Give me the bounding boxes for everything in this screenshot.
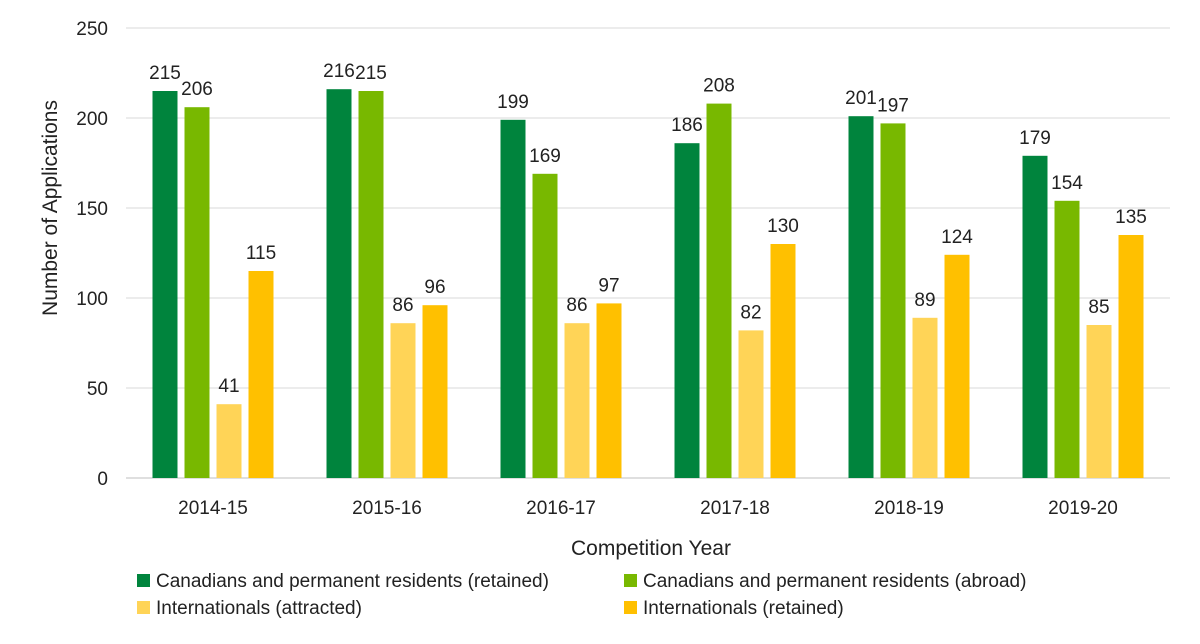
x-tick-label: 2015-16 xyxy=(352,498,422,519)
y-tick-label: 50 xyxy=(87,379,108,400)
x-tick-label: 2018-19 xyxy=(874,498,944,519)
x-axis-title: Competition Year xyxy=(571,537,731,560)
bar xyxy=(674,143,700,478)
y-tick-label: 150 xyxy=(76,199,108,220)
data-label: 199 xyxy=(497,92,529,113)
bar xyxy=(326,89,352,478)
bar xyxy=(706,103,732,478)
data-label: 86 xyxy=(566,295,587,316)
bar xyxy=(358,91,384,478)
data-label: 41 xyxy=(218,376,239,397)
x-tick-label: 2016-17 xyxy=(526,498,596,519)
bar xyxy=(248,271,274,478)
data-label: 130 xyxy=(767,216,799,237)
data-label: 82 xyxy=(740,302,761,323)
legend-label: Internationals (retained) xyxy=(643,598,844,619)
bar xyxy=(848,116,874,478)
data-label: 215 xyxy=(355,63,387,84)
x-tick-label: 2014-15 xyxy=(178,498,248,519)
legend: Canadians and permanent residents (retai… xyxy=(137,571,1026,619)
data-label: 179 xyxy=(1019,128,1051,149)
data-label: 135 xyxy=(1115,207,1147,228)
legend-swatch xyxy=(137,574,150,587)
data-label: 115 xyxy=(246,243,276,264)
bar xyxy=(500,119,526,479)
data-label: 216 xyxy=(323,61,355,82)
y-tick-label: 0 xyxy=(97,469,108,490)
bar xyxy=(184,107,210,478)
bar xyxy=(216,404,242,478)
y-tick-label: 100 xyxy=(76,289,108,310)
bar xyxy=(770,244,796,478)
data-label: 96 xyxy=(424,277,445,298)
bar xyxy=(390,323,416,478)
data-label: 89 xyxy=(914,290,935,311)
legend-swatch xyxy=(137,601,150,614)
bar xyxy=(944,254,970,478)
bar xyxy=(1118,235,1144,478)
bar xyxy=(152,91,178,478)
bar xyxy=(1086,325,1112,478)
data-label: 206 xyxy=(181,79,213,100)
legend-swatch xyxy=(624,601,637,614)
y-tick-label: 250 xyxy=(76,19,108,40)
x-tick-label: 2017-18 xyxy=(700,498,770,519)
y-axis-title: Number of Applications xyxy=(39,100,62,316)
legend-label: Internationals (attracted) xyxy=(156,598,362,619)
bar xyxy=(596,303,622,478)
legend-label: Canadians and permanent residents (abroa… xyxy=(643,571,1026,592)
bar xyxy=(422,305,448,478)
y-axis-ticks: 0 50 100 150 200 250 xyxy=(76,19,108,490)
data-label: 86 xyxy=(392,295,413,316)
data-label: 124 xyxy=(941,227,973,248)
data-label: 97 xyxy=(598,275,619,296)
legend-swatch xyxy=(624,574,637,587)
bar xyxy=(1054,200,1080,479)
data-label: 85 xyxy=(1088,297,1109,318)
data-label: 201 xyxy=(845,88,877,109)
bars xyxy=(152,89,1144,479)
data-label: 197 xyxy=(877,95,909,116)
bar xyxy=(1022,155,1048,479)
bar xyxy=(912,317,938,478)
y-tick-label: 200 xyxy=(76,109,108,130)
x-axis-ticks: 2014-15 2015-16 2016-17 2017-18 2018-19 2019-… xyxy=(178,498,1118,519)
legend-label: Canadians and permanent residents (retai… xyxy=(156,571,549,592)
data-label: 186 xyxy=(671,115,703,136)
data-label: 208 xyxy=(703,76,735,97)
bar xyxy=(564,323,590,478)
data-label: 154 xyxy=(1051,173,1083,194)
data-label: 169 xyxy=(529,146,561,167)
bar xyxy=(738,330,764,478)
x-tick-label: 2019-20 xyxy=(1048,498,1118,519)
gridlines xyxy=(126,27,1170,479)
data-label: 215 xyxy=(149,63,181,84)
bar xyxy=(532,173,558,479)
bar xyxy=(880,123,906,479)
